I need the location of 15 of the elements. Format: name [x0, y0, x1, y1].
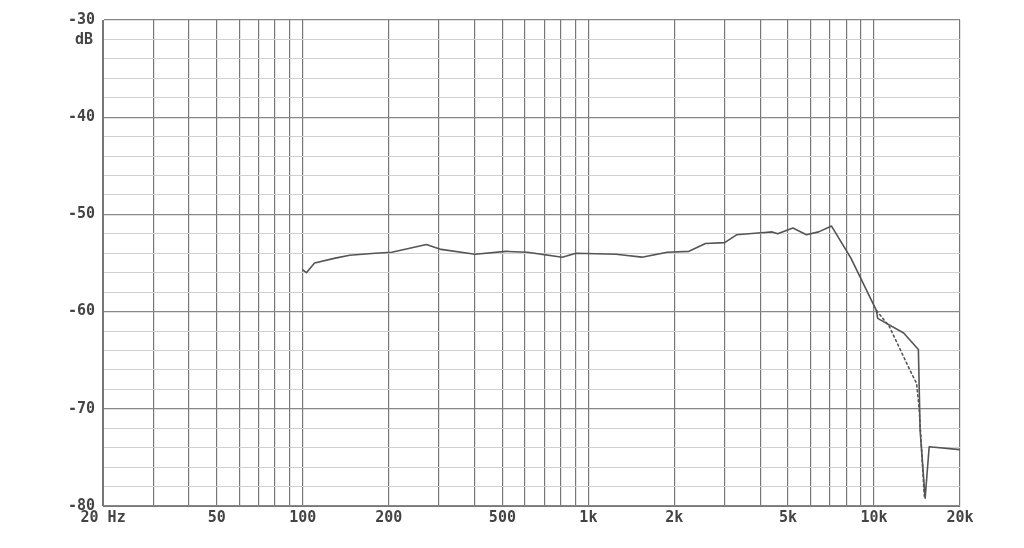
- x-tick-label: 100: [289, 507, 317, 526]
- y-axis-title: dB: [75, 29, 94, 48]
- y-tick-label: -30: [68, 9, 96, 28]
- x-tick-label: 5k: [779, 507, 798, 526]
- y-tick-label: -50: [68, 204, 96, 223]
- x-tick-label: 200: [375, 507, 403, 526]
- x-tick-label: 10k: [860, 507, 888, 526]
- x-tick-label: 2k: [665, 507, 684, 526]
- x-tick-label: 1k: [579, 507, 598, 526]
- y-tick-label: -70: [68, 398, 96, 417]
- x-tick-label: 500: [488, 507, 516, 526]
- x-tick-label: 50: [207, 507, 226, 526]
- x-tick-label: 20k: [946, 507, 974, 526]
- y-tick-label: -60: [68, 301, 96, 320]
- y-tick-label: -40: [68, 107, 96, 126]
